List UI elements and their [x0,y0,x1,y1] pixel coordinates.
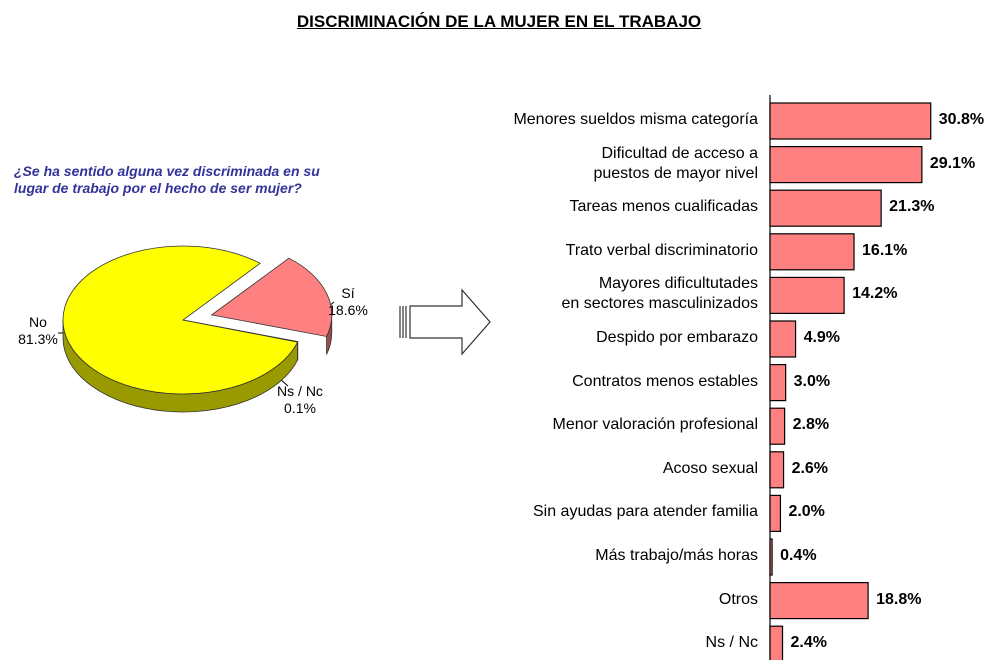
category-label: Menor valoración profesional [552,416,758,434]
value-label: 4.9% [803,329,841,346]
bar [769,494,782,532]
category-label: Mayores dificultutades en sectores mascu… [561,275,758,313]
category-label: Acoso sexual [662,459,758,477]
value-label: 2.0% [788,503,825,521]
value-label: 2.8% [792,416,830,434]
category-label: Otros [718,590,758,608]
value-label: 2.4% [790,634,827,652]
pie-value-label: 81.3% [18,331,58,347]
pie-value-label: 0.1% [284,400,316,416]
pie-label: No [29,314,47,330]
bar [769,189,882,227]
value-label: 21.3% [889,198,935,216]
bar [769,538,773,576]
value-label: 14.2% [852,285,898,303]
category-label: Menores sueldos misma categoría [513,111,758,128]
category-label: Dificultad de acceso a puestos de mayor … [593,144,758,182]
bar [769,320,797,358]
bar [769,146,923,184]
bar [769,451,785,489]
value-label: 29.1% [929,154,976,172]
value-label: 2.6% [791,459,829,477]
bar [769,276,845,314]
value-label: 0.4% [780,547,817,564]
value-label: 18.8% [876,590,922,608]
value-label: 16.1% [862,241,908,259]
bar [769,407,786,445]
bar [769,233,855,271]
arrow [399,288,491,356]
value-label: 30.8% [938,111,985,128]
category-label: Despido por embarazo [596,329,758,346]
value-label: 3.0% [793,372,831,390]
category-label: Sin ayudas para atender familia [532,503,758,521]
bar [769,364,787,402]
bar [769,102,932,140]
pie-title: ¿Se ha sentido alguna vez discriminada e… [14,163,320,196]
pie-label: Sí [341,285,355,301]
pie-label: Ns / Nc [277,383,323,399]
main-title: DISCRIMINACIÓN DE LA MUJER EN EL TRABAJO [296,12,702,31]
pie-slice [182,319,299,343]
bar [769,581,869,620]
category-label: Trato verbal discriminatorio [565,241,758,259]
category-label: Ns / Nc [705,634,758,652]
pie-slice [210,257,333,337]
pie-value-label: 18.6% [328,302,368,318]
pie-slice [62,245,299,395]
bar [769,625,784,660]
category-label: Más trabajo/más horas [595,547,758,564]
category-label: Contratos menos estables [572,372,758,390]
category-label: Tareas menos cualificadas [569,198,758,216]
